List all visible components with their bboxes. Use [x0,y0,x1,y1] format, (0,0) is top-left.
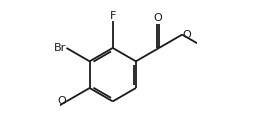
Text: O: O [183,30,191,40]
Text: O: O [57,96,66,106]
Text: O: O [153,13,162,23]
Text: F: F [109,11,116,21]
Text: Br: Br [53,43,66,53]
